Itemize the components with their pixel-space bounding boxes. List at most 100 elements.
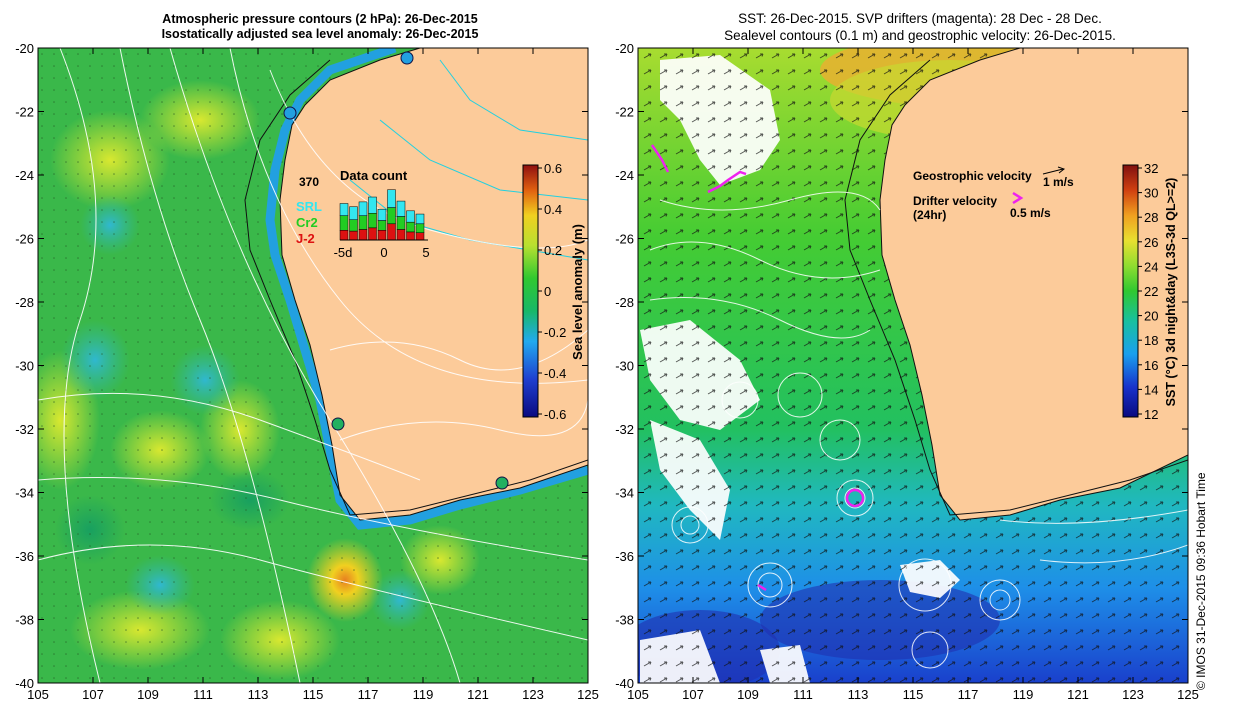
australia-landmass: [279, 48, 588, 521]
y-tick-label: -22: [15, 105, 34, 120]
sst-colorbar: 32 30 28 26 24 22 20 18 16 14 12 SST (°C) 3d night…: [1122, 161, 1178, 422]
data-count-title: Data count: [340, 168, 408, 183]
x-tick-label: 109: [737, 687, 759, 702]
colorbar-tick-label: -0.2: [544, 325, 566, 340]
sla-colorbar-ticks: 0.6 0.4 0.2 0 -0.2 -0.4 -0.6: [538, 161, 566, 422]
tide-gauge-marker[interactable]: [331, 417, 345, 431]
data-count-bar-segment: [387, 189, 396, 208]
x-tick-label: 123: [1122, 687, 1144, 702]
data-count-bar-segment: [358, 201, 368, 216]
geostrophic-legend-label: Geostrophic velocity: [913, 169, 1032, 183]
left-map[interactable]: [20, 48, 588, 683]
x-tick-label: 113: [248, 687, 269, 702]
data-count-bar-segment: [368, 196, 377, 214]
x-tick-label: 109: [137, 687, 159, 702]
y-tick-label: -24: [15, 168, 34, 183]
left-title-line1: Atmospheric pressure contours (2 hPa): 2…: [162, 12, 478, 26]
colorbar-tick-label: 12: [1144, 407, 1158, 422]
geostrophic-arrow-icon: [1042, 168, 1064, 175]
colorbar-tick-label: -0.6: [544, 407, 566, 422]
data-count-bar-segment: [368, 212, 377, 229]
data-count-bar-segment: [415, 223, 425, 233]
data-count-bar-segment: [396, 229, 406, 241]
y-tick-label: -36: [15, 549, 34, 564]
colorbar-tick-label: -0.4: [544, 366, 566, 381]
tide-gauge-marker[interactable]: [283, 106, 297, 120]
y-tick-label: -20: [15, 41, 34, 56]
data-count-bar-segment: [358, 215, 368, 230]
tide-gauge-marker[interactable]: [495, 476, 509, 490]
right-map-axes: 105 107 109 111 113 115 117 119 121 123 125 -20 -22 -…: [615, 41, 1199, 702]
data-count-bar-segment: [339, 230, 349, 241]
colorbar-tick-label: 26: [1144, 235, 1158, 250]
velocity-legend: Geostrophic velocity 1 m/s Drifter veloc…: [913, 166, 1074, 222]
left-title-line2: Isostatically adjusted sea level anomaly…: [161, 27, 479, 41]
colorbar-tick-label: 0: [544, 284, 551, 299]
right-map-title: SST: 26-Dec-2015. SVP drifters (magenta)…: [640, 10, 1200, 44]
drifter-legend-unit: 0.5 m/s: [1010, 206, 1051, 220]
sla-colorbar-label: Sea level anomaly (m): [570, 224, 585, 360]
colorbar-tick-label: 0.4: [544, 202, 562, 217]
x-tick-label: 121: [467, 687, 489, 702]
data-count-legend-item: J-2: [296, 231, 315, 246]
australia-landmass: [879, 48, 1188, 521]
y-tick-label: -24: [615, 168, 634, 183]
data-count-bar-segment: [387, 207, 396, 225]
data-count-bar-segment: [339, 203, 349, 216]
y-tick-label: -32: [15, 422, 34, 437]
x-tick-label: 111: [793, 687, 813, 702]
y-tick-label: -28: [615, 295, 634, 310]
tide-gauge-marker[interactable]: [400, 51, 414, 65]
coastal-sla-band: [265, 48, 588, 530]
sla-colorbar: 0.6 0.4 0.2 0 -0.2 -0.4 -0.6 Sea level anomaly…: [522, 161, 585, 422]
y-tick-label: -26: [615, 232, 634, 247]
y-tick-label: -32: [615, 422, 634, 437]
colorbar-tick-label: 0.6: [544, 161, 562, 176]
colorbar-tick-label: 0.2: [544, 243, 562, 258]
drifter-legend-label: Drifter velocity: [913, 194, 997, 208]
data-count-bar-segment: [377, 230, 387, 241]
y-tick-label: -20: [615, 41, 634, 56]
x-tick-label: 115: [303, 687, 324, 702]
colorbar-tick-label: 24: [1144, 259, 1158, 274]
y-tick-label: -22: [615, 105, 634, 120]
colorbar-tick-label: 32: [1144, 161, 1158, 176]
colorbar-tick-label: 28: [1144, 210, 1158, 225]
sla-colorbar-gradient: [522, 164, 539, 418]
y-tick-label: -34: [15, 486, 34, 501]
x-tick-label: 119: [413, 687, 434, 702]
pressure-contours: [38, 48, 588, 683]
right-map[interactable]: [620, 30, 1188, 690]
x-tick-label: 105: [627, 687, 649, 702]
data-count-bar-segment: [415, 213, 425, 225]
data-count-x-label: -5d: [334, 245, 353, 260]
y-tick-label: -36: [615, 549, 634, 564]
colorbar-tick-label: 30: [1144, 186, 1158, 201]
data-count-bar-segment: [358, 229, 368, 241]
data-count-legend-item: Cr2: [296, 215, 318, 230]
drifter-legend-period: (24hr): [913, 208, 946, 222]
tide-gauges: [283, 51, 509, 490]
data-count-bar-segment: [377, 208, 387, 221]
x-tick-label: 115: [903, 687, 924, 702]
y-tick-label: -38: [615, 613, 634, 628]
data-count-max: 370: [299, 175, 319, 189]
sea-level-contours: [649, 191, 1188, 669]
y-tick-label: -30: [615, 359, 634, 374]
x-tick-label: 105: [27, 687, 49, 702]
y-tick-label: -30: [15, 359, 34, 374]
geostrophic-arrowhead-icon: [1057, 166, 1066, 174]
data-count-bar-segment: [349, 206, 358, 220]
x-tick-label: 123: [522, 687, 544, 702]
x-tick-label: 111: [193, 687, 213, 702]
y-tick-label: -40: [15, 676, 34, 691]
x-tick-label: 107: [82, 687, 104, 702]
y-tick-label: -34: [615, 486, 634, 501]
isobath-contour: [844, 59, 1188, 516]
data-count-bar-segment: [349, 219, 358, 232]
colorbar-tick-label: 22: [1144, 284, 1158, 299]
data-count-bar-segment: [387, 223, 396, 241]
